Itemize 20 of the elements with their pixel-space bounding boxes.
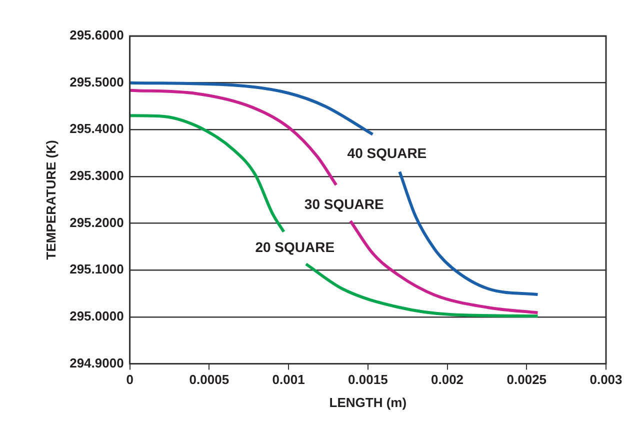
x-tick-label: 0.0005 (189, 372, 230, 388)
y-tick-label: 295.3000 (70, 168, 124, 184)
x-tick-label: 0 (126, 372, 134, 388)
y-tick-label: 294.9000 (70, 355, 124, 370)
series-label: 40 SQUARE (347, 145, 427, 162)
x-tick-label: 0.0015 (348, 372, 388, 388)
y-tick-label: 295.4000 (70, 121, 124, 136)
x-tick-label: 0.002 (431, 372, 464, 388)
y-tick-label: 295.1000 (70, 262, 124, 277)
y-tick-label: 295.2000 (70, 214, 124, 230)
series-label: 30 SQUARE (304, 196, 384, 212)
series-label: 20 SQUARE (255, 238, 335, 255)
y-tick-label: 295.5000 (70, 74, 124, 90)
y-tick-label: 295.6000 (70, 28, 124, 43)
x-tick-label: 0.0025 (506, 372, 547, 388)
x-tick-label: 0.003 (590, 372, 622, 388)
y-axis-title: TEMPERATURE (K) (43, 140, 58, 260)
y-tick-label: 295.0000 (70, 308, 124, 324)
x-tick-label: 0.001 (272, 372, 305, 388)
x-axis-title: LENGTH (m) (329, 394, 407, 410)
